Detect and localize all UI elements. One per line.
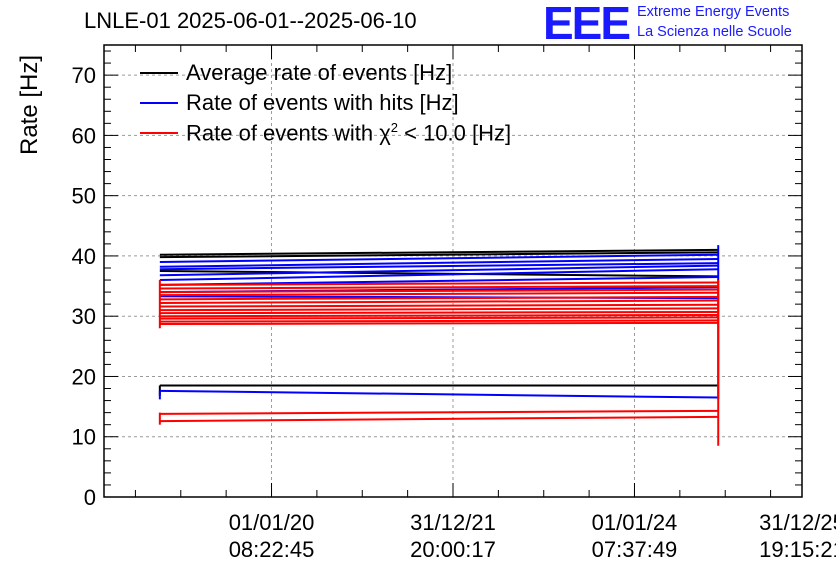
series-line-segment xyxy=(159,409,719,415)
series-line-segment xyxy=(159,285,719,290)
series-line-segment xyxy=(159,253,719,263)
series-line-segment xyxy=(159,281,719,286)
x-tick-date: 31/12/25 xyxy=(759,510,836,535)
x-tick-time: 20:00:17 xyxy=(410,537,496,562)
legend-label: Average rate of events [Hz] xyxy=(186,60,453,85)
series-line-segment xyxy=(159,248,719,256)
series-line-segment xyxy=(159,251,719,259)
y-tick-label: 40 xyxy=(72,244,96,269)
series-line-segment xyxy=(159,264,719,277)
x-tick-date: 31/12/21 xyxy=(410,510,496,535)
series-line-segment xyxy=(159,288,719,294)
x-tick-label: 01/01/20 08:22:45 xyxy=(229,509,315,563)
y-tick-label: 60 xyxy=(72,123,96,148)
series-line-segment xyxy=(159,303,719,308)
series-line-segment xyxy=(159,299,719,304)
legend-item-average: Average rate of events [Hz] xyxy=(140,60,452,86)
chart-title: LNLE-01 2025-06-01--2025-06-10 xyxy=(84,8,417,33)
series-line-segment xyxy=(159,291,719,297)
series-line-segment xyxy=(159,313,719,318)
y-tick-label: 70 xyxy=(72,63,96,88)
y-tick-labels: 0 10 20 30 40 50 60 70 xyxy=(72,63,96,510)
x-tick-time: 19:15:21 xyxy=(759,537,836,562)
x-tick-label: 31/12/2519:15:21 xyxy=(759,509,836,563)
logo-line-2: La Scienza nelle Scuole xyxy=(637,24,792,40)
x-tick-label: 31/12/21 20:00:17 xyxy=(410,509,496,563)
x-tick-time: 07:37:49 xyxy=(591,537,678,562)
y-tick-label: 30 xyxy=(72,304,96,329)
series-2 xyxy=(158,280,720,446)
legend-label-suffix: < 10.0 [Hz] xyxy=(398,120,512,146)
y-tick-label: 50 xyxy=(72,184,96,209)
series-line-segment xyxy=(159,307,719,312)
series-line-segment xyxy=(159,415,719,423)
series-line-segment xyxy=(159,321,719,326)
legend-label: Rate of events with χ2 < 10.0 [Hz] xyxy=(186,120,511,146)
x-tick-time: 08:22:45 xyxy=(228,537,315,562)
x-tick-label: 01/01/24 07:37:49 xyxy=(592,509,678,563)
y-axis-label: Rate [Hz] xyxy=(16,54,43,156)
series-line-segment xyxy=(159,295,719,301)
eee-logo: EEE xyxy=(543,0,631,49)
series-line-segment xyxy=(159,389,719,399)
legend-label: Rate of events with hits [Hz] xyxy=(186,90,459,115)
y-tick-label: 0 xyxy=(84,485,96,510)
series-layer xyxy=(158,245,720,446)
series-line-segment xyxy=(159,310,719,315)
y-tick-label: 20 xyxy=(72,364,96,389)
x-tick-date: 01/01/24 xyxy=(591,510,678,535)
x-tick-date: 01/01/20 xyxy=(228,510,315,535)
legend-item-chi2: Rate of events with χ2 < 10.0 [Hz] xyxy=(140,120,511,146)
axis-ticks xyxy=(104,45,803,498)
legend-item-hits: Rate of events with hits [Hz] xyxy=(140,90,459,116)
legend-swatch-blue xyxy=(140,102,178,104)
series-line-segment xyxy=(159,257,719,268)
legend-swatch-red xyxy=(140,132,178,134)
legend-swatch-black xyxy=(140,72,178,74)
series-line-segment xyxy=(159,316,719,320)
logo-line-1: Extreme Energy Events xyxy=(637,4,790,20)
legend-label-sup: 2 xyxy=(390,119,398,135)
series-line-segment xyxy=(159,268,719,282)
series-0 xyxy=(158,248,719,396)
y-tick-label: 10 xyxy=(72,425,96,450)
series-line-segment xyxy=(159,262,719,271)
legend-label-prefix: Rate of events with χ xyxy=(186,120,391,146)
series-line-segment xyxy=(159,319,719,323)
